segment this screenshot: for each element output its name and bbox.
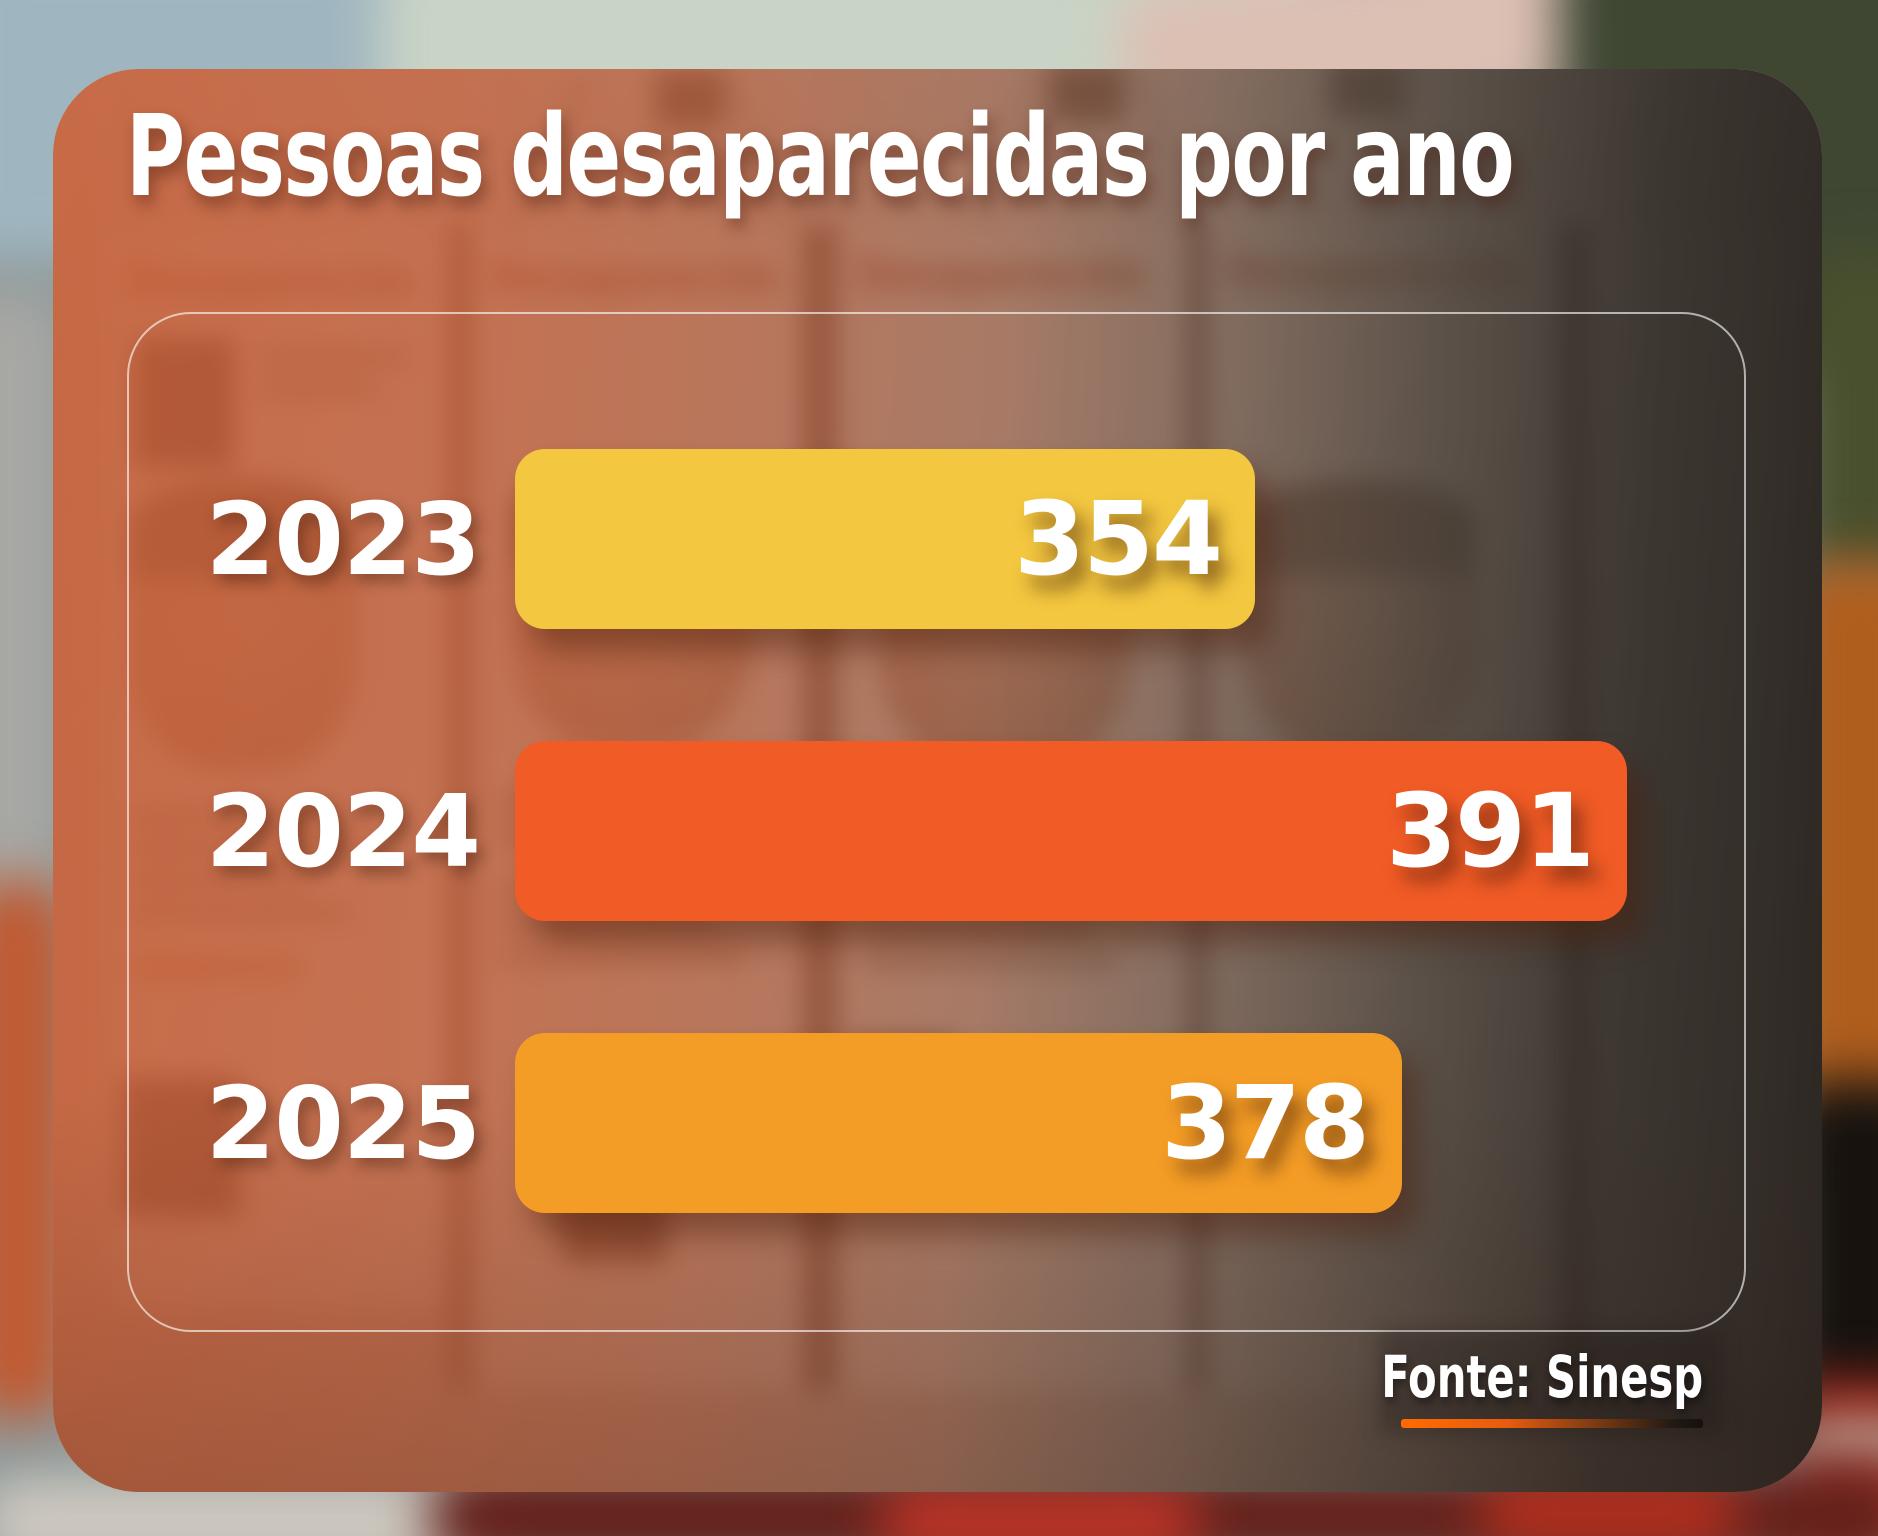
bar-2025: 378 bbox=[515, 1033, 1402, 1213]
category-label-2025: 2025 bbox=[205, 1064, 481, 1182]
bar-2023: 354 bbox=[515, 449, 1255, 629]
page-title: Pessoas desaparecidas por ano bbox=[126, 92, 1515, 222]
category-label-2024: 2024 bbox=[205, 772, 481, 890]
source-underline bbox=[1401, 1419, 1703, 1428]
bar-2024: 391 bbox=[515, 741, 1627, 921]
bar-value-2025: 378 bbox=[1161, 1063, 1370, 1183]
bg-blob bbox=[880, 1488, 1200, 1536]
bg-blob bbox=[0, 290, 60, 910]
bar-row-2024: 2024 391 bbox=[130, 741, 1627, 921]
category-label-2023: 2023 bbox=[205, 480, 481, 598]
source-footer: Fonte: Sinesp bbox=[1256, 1343, 1703, 1428]
bar-row-2025: 2025 378 bbox=[130, 1033, 1402, 1213]
bar-value-2023: 354 bbox=[1014, 479, 1223, 599]
bar-value-2024: 391 bbox=[1386, 771, 1595, 891]
source-label: Fonte: Sinesp bbox=[1381, 1343, 1703, 1411]
source-backdrop bbox=[1378, 1330, 1723, 1435]
bar-row-2023: 2023 354 bbox=[130, 449, 1255, 629]
chart-outline-frame bbox=[127, 312, 1746, 1332]
